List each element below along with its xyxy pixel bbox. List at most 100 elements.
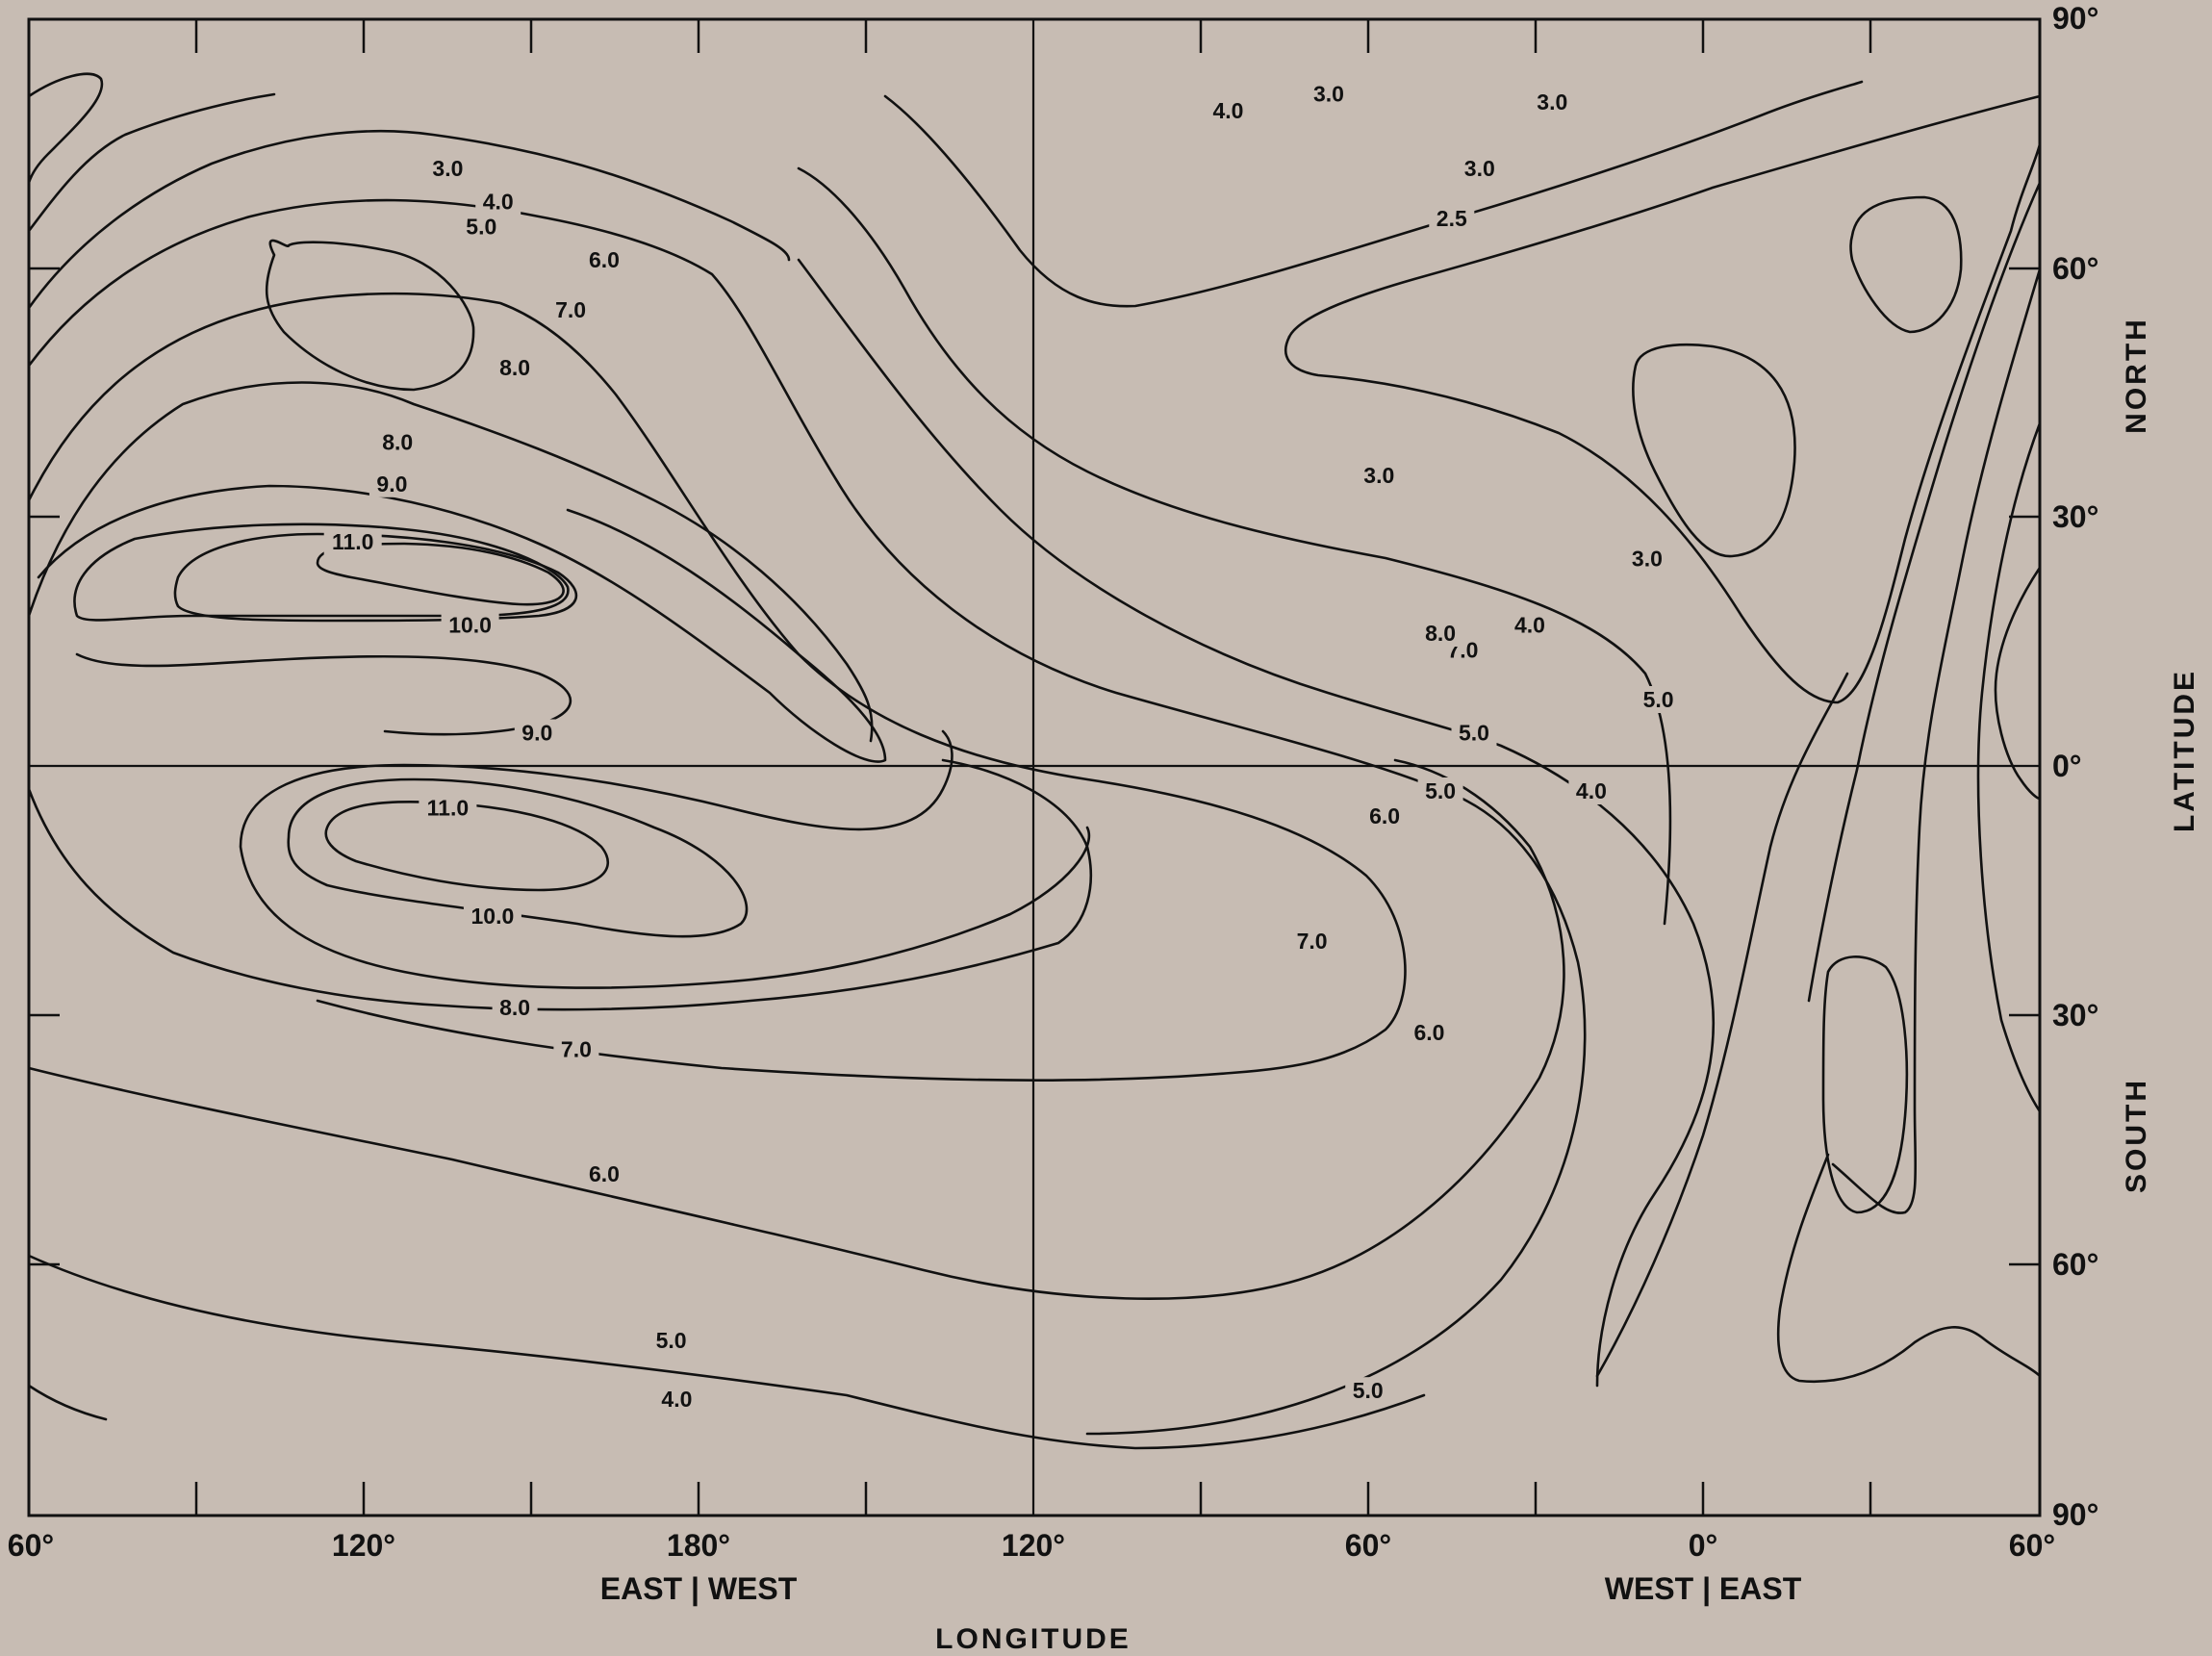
contour-10-s [287,777,749,938]
contour-label-bg [1624,545,1670,573]
contour-label: 11.0 [332,529,374,554]
y-axis-title: LATITUDE [2169,669,2200,832]
contour-label-bg [1529,89,1575,116]
contour-label: 6.0 [1414,1020,1445,1045]
contour-label: 4.0 [1514,612,1545,637]
contour-label: 7.0 [555,297,586,322]
contour-label-bg [1457,155,1503,183]
x-tick-label: 60° [2009,1528,2055,1563]
contour-5-e [1831,268,2042,1214]
contour-8 [27,381,874,743]
contour-label: 5.0 [656,1328,687,1353]
contour-6-s [27,758,1565,1300]
contour-label: 9.0 [521,721,552,746]
x-ticks-top [194,19,1872,53]
x-tick-label: 0° [1689,1528,1718,1563]
y-tick-label: 90° [2052,1,2098,36]
contour-label: 5.0 [1353,1378,1384,1403]
contour-label: 4.0 [661,1387,692,1412]
contour-label-bg [1306,80,1352,108]
contour-label: 11.0 [427,795,470,820]
contour-label-bg [1361,802,1408,829]
contour-label: 5.0 [1459,721,1489,746]
contour-2.5-loop [1849,195,1963,334]
y-tick-label: 60° [2052,1247,2098,1282]
contour-label-bg [1507,611,1553,639]
contour-label-bg [1451,719,1497,747]
contour-label-bg [581,246,627,273]
contour-11-s [324,800,610,892]
y-tick-label: 90° [2052,1497,2098,1532]
contour-label-bg [374,428,420,456]
contour-4-sw [27,1384,108,1421]
contour-label: 3.0 [432,156,463,181]
contour-5-n-right [797,258,1716,1388]
y-tick-label: 60° [2052,251,2098,286]
contour-3-n [883,80,1864,308]
x-tick-labels: 60° 120° 180° 120° 60° 0° 60° EAST | WES… [8,1528,2055,1655]
contour-label-bg [1429,204,1475,232]
contour-7 [27,292,1407,1082]
contour-label-bg [547,295,594,323]
contour-label: 8.0 [1425,621,1456,646]
contour-label: 8.0 [499,355,530,380]
x-axis-title: LONGITUDE [935,1623,1131,1655]
contour-label-bg [475,188,521,216]
contour-3-nw [27,72,104,185]
contour-3-tongue-top [1287,94,2042,339]
contour-label: 8.0 [499,995,530,1020]
contour-label-bg [419,794,477,822]
contour-6 [27,198,1587,1436]
contour-label: 8.0 [382,430,413,455]
y-tick-label: 30° [2052,499,2098,534]
contour-label: 10.0 [448,612,492,637]
contour-3-lower-right [1595,672,1849,1378]
contour-label: 6.0 [589,1161,620,1186]
x-tick-label: 60° [8,1528,54,1563]
contour-label: 6.0 [1369,803,1400,828]
contour-label-bg [1636,686,1682,713]
contour-labels: 3.04.04.05.06.07.08.03.08.09.011.010.09.… [323,80,1682,1413]
contour-label-bg [581,1160,627,1188]
contour-label-bg [1417,620,1463,647]
contour-label: 4.0 [1576,778,1607,803]
y-tick-labels: 90° 60° 30° 0° 30° 60° 90° NORTH SOUTH L… [2052,1,2200,1532]
contour-label-bg [648,1327,695,1355]
y-tick-label: 0° [2052,749,2082,783]
contour-label-bg [1289,927,1335,955]
contour-4-e [1807,181,2042,1003]
x-tick-label: 180° [667,1528,730,1563]
contour-label: 4.0 [483,190,514,215]
contour-10-n [173,532,578,623]
x-tick-label: 120° [332,1528,395,1563]
contour-9-n [37,484,887,763]
contour-7-e [1994,566,2042,801]
x-ticks-bottom [194,1482,1872,1516]
contour-label-bg [1206,96,1251,124]
contour-lines [27,72,2042,1450]
contour-5-n [27,129,791,310]
contour-label: 6.0 [589,247,620,272]
contour-label-bg [369,470,415,497]
contour-label-bg [323,528,382,556]
contour-label-bg [1568,777,1615,804]
contour-label-bg [463,902,521,930]
contour-9-loop [73,522,570,622]
contour-label-bg [1407,1019,1452,1046]
contour-label-bg [653,1385,699,1413]
contour-8-s [27,758,1093,1011]
contour-label: 7.0 [561,1036,592,1061]
contour-label-bg [1356,462,1402,490]
contour-label-bg [1345,1377,1391,1405]
contour-label: 3.0 [1537,89,1567,115]
y-side-label-south: SOUTH [2121,1078,2152,1193]
contour-9-s [75,652,572,736]
contour-label: 5.0 [466,215,496,240]
x-side-label-right: WEST | EAST [1605,1571,1802,1606]
contour-8-cell-n [265,239,475,392]
contour-6-e [1976,421,2042,1113]
contour-label-bg [458,213,504,241]
contour-3-loop [1632,343,1796,558]
contour-label: 4.0 [1213,98,1244,123]
